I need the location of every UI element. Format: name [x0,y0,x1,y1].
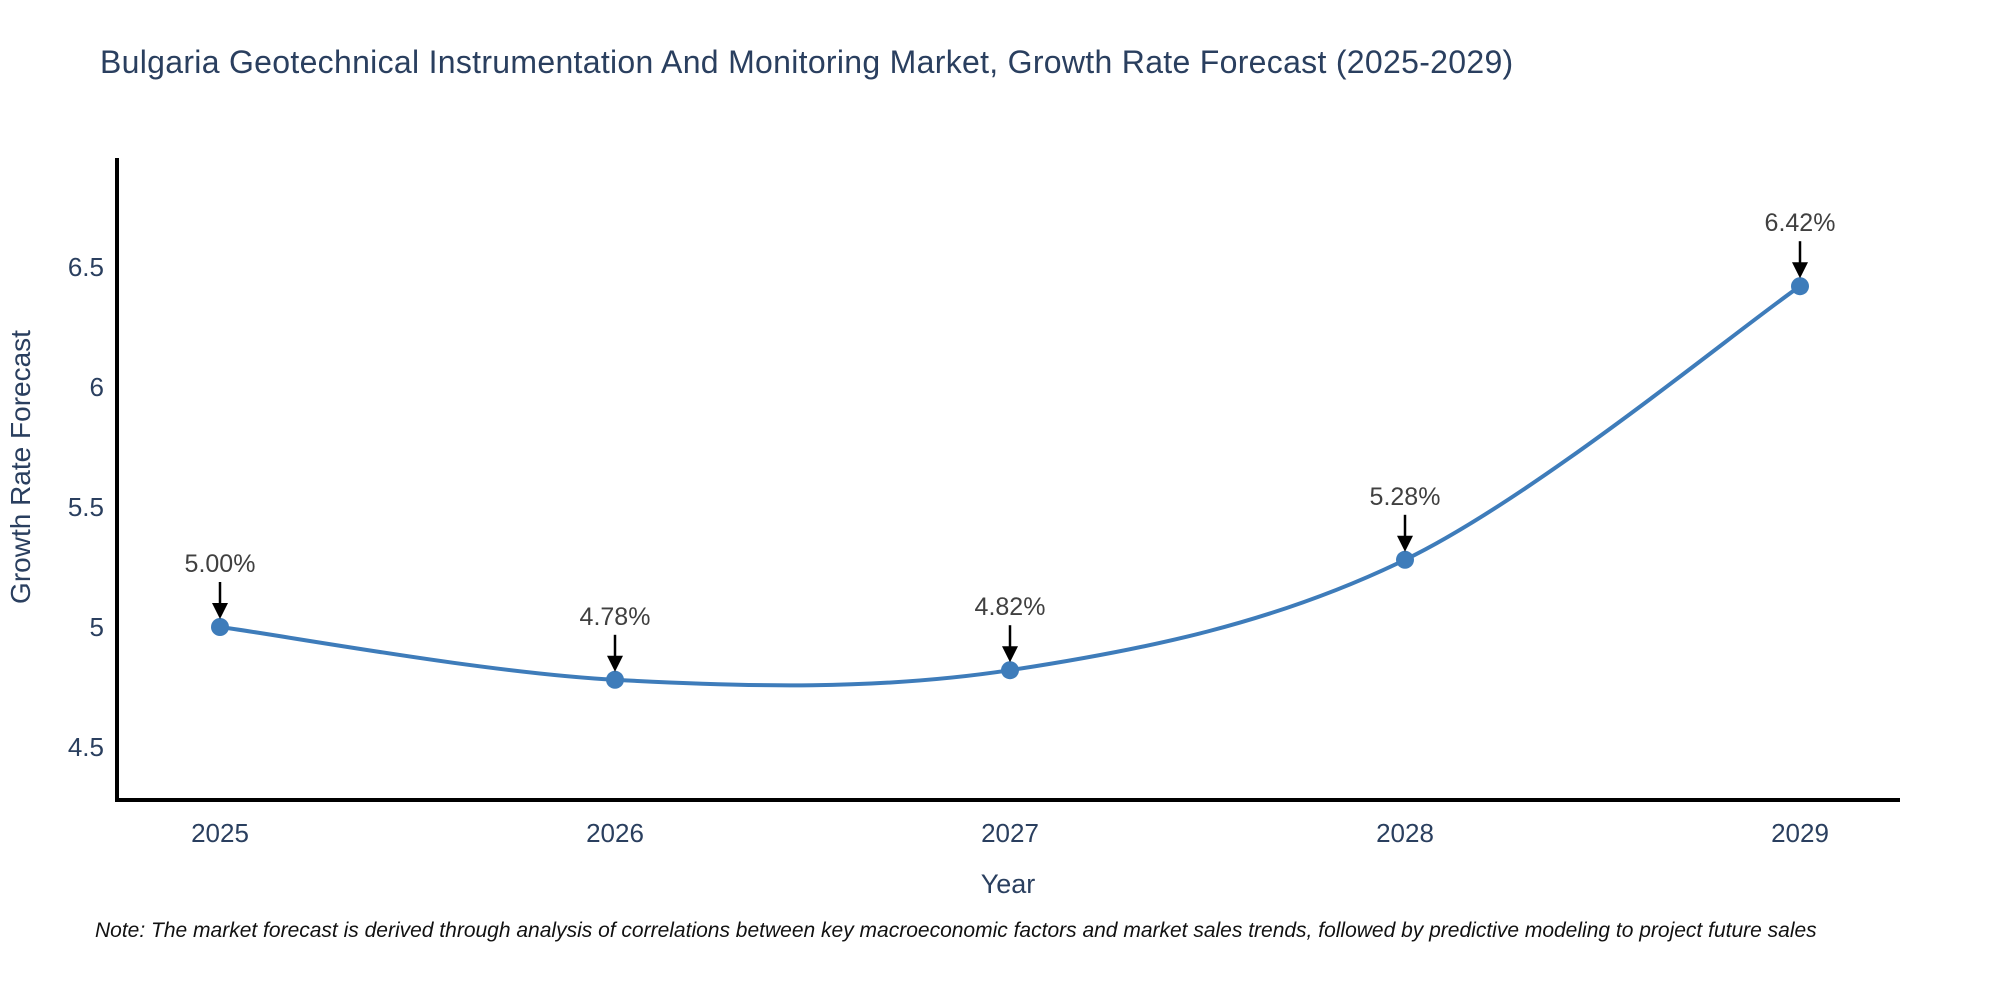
x-tick-label: 2025 [191,818,249,848]
annotation-arrowhead [212,603,228,619]
y-tick-label: 6.5 [68,252,104,282]
annotation-arrowhead [1397,535,1413,552]
annotation-label: 6.42% [1765,209,1836,237]
y-tick-label: 6 [90,372,104,402]
x-tick-label: 2027 [981,818,1039,848]
annotation-arrowhead [1002,646,1018,663]
y-axis-title: Growth Rate Forecast [5,330,36,604]
footnote-text: Note: The market forecast is derived thr… [95,919,1817,942]
data-point-marker [211,618,229,636]
annotation-arrowhead [1792,262,1808,279]
data-point-marker [1396,550,1414,569]
annotation-label: 5.00% [185,550,256,578]
y-tick-label: 5.5 [68,492,104,522]
x-tick-label: 2028 [1376,818,1434,848]
trend-line [218,284,1802,688]
chart-title: Bulgaria Geotechnical Instrumentation An… [100,44,1514,80]
x-tick-label: 2029 [1771,818,1829,848]
annotation-label: 5.28% [1370,483,1441,511]
x-tick-label: 2026 [586,818,644,848]
y-tick-label: 4.5 [68,732,104,762]
data-point-marker [606,670,624,689]
data-point-marker [1001,661,1019,680]
data-point-marker [1791,277,1809,296]
annotation-label: 4.78% [580,603,651,631]
y-tick-label: 5 [90,612,104,642]
annotation-arrowhead [607,655,623,672]
x-axis-title: Year [981,869,1036,899]
annotation-label: 4.82% [975,593,1046,621]
